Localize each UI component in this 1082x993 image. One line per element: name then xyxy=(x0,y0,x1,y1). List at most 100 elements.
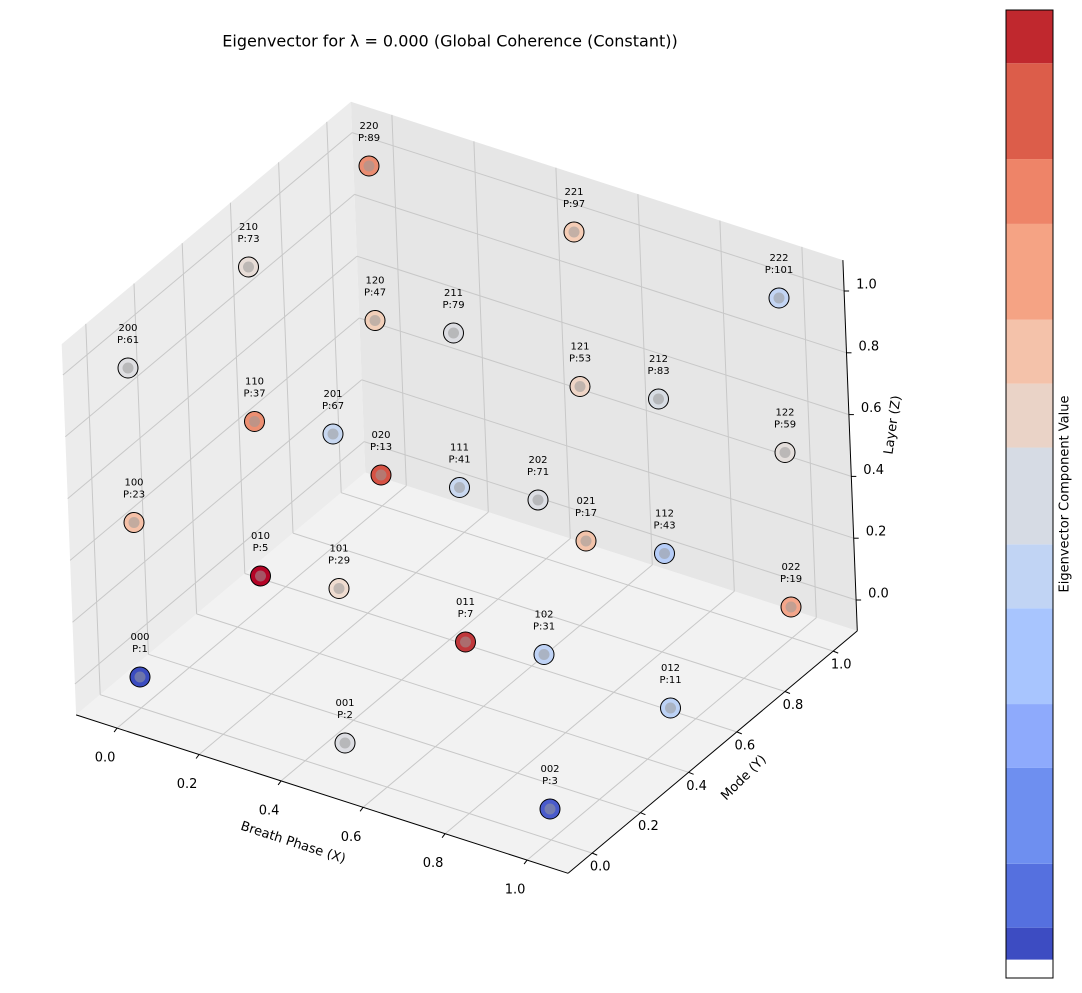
point-core xyxy=(544,803,556,815)
point-annotation: P:79 xyxy=(442,300,464,311)
point-label: 120 xyxy=(365,276,384,287)
point-label: 001 xyxy=(335,698,354,709)
point-core xyxy=(255,570,266,582)
point-annotation: P:43 xyxy=(653,521,675,532)
point-core xyxy=(538,649,550,660)
point-annotation: P:23 xyxy=(123,490,145,501)
grid xyxy=(62,114,857,861)
grid-line xyxy=(67,255,358,499)
point-annotation: P:47 xyxy=(364,288,386,299)
point-label: 020 xyxy=(371,430,390,441)
colorbar xyxy=(1005,9,1054,979)
point-label: 200 xyxy=(118,323,137,334)
colorbar-segment xyxy=(1006,10,1053,64)
x-tick-mark xyxy=(441,833,446,839)
y-tick-mark xyxy=(592,852,598,856)
colorbar-segment xyxy=(1006,319,1053,384)
point-annotation: P:7 xyxy=(458,609,474,620)
point-core xyxy=(369,315,381,326)
point-core xyxy=(339,737,351,749)
point-annotation: P:67 xyxy=(322,401,344,412)
point-core xyxy=(375,469,387,481)
x-tick-mark xyxy=(523,859,528,865)
grid-line xyxy=(133,283,149,655)
point-core xyxy=(128,517,140,528)
y-tick-mark xyxy=(833,650,839,654)
point-annotation: P:2 xyxy=(337,710,353,721)
grid-line xyxy=(719,220,735,592)
grid-line xyxy=(351,132,845,292)
colorbar-segment xyxy=(1006,544,1053,609)
y-tick-label: 0.4 xyxy=(686,779,707,794)
grid-line xyxy=(361,379,854,539)
point-label: 222 xyxy=(769,253,788,264)
point-core xyxy=(773,292,785,304)
point-core xyxy=(363,160,375,172)
grid-line xyxy=(280,538,571,782)
grid-line xyxy=(62,132,353,376)
point-annotation: P:13 xyxy=(370,442,392,453)
point-core xyxy=(665,702,676,714)
point-label: 220 xyxy=(359,121,378,132)
point-label: 100 xyxy=(124,478,143,489)
z-tick-label: 0.0 xyxy=(868,587,889,602)
points: 000P:1001P:2002P:3010P:5011P:7012P:11020… xyxy=(117,121,802,820)
point-core xyxy=(568,226,580,238)
point-label: 012 xyxy=(661,663,680,674)
point-label: 002 xyxy=(540,764,559,775)
point-core xyxy=(448,327,459,339)
point-core xyxy=(653,393,664,405)
grid-line xyxy=(444,590,735,835)
point-label: 112 xyxy=(655,509,674,520)
point-core xyxy=(454,482,465,493)
point-label: 011 xyxy=(456,597,475,608)
x-tick-mark xyxy=(359,806,364,812)
point-label: 221 xyxy=(564,187,583,198)
point-annotation: P:11 xyxy=(659,675,681,686)
point-annotation: P:73 xyxy=(237,234,259,245)
y-axis-label: Mode (Y) xyxy=(718,752,769,803)
z-tick-label: 0.8 xyxy=(859,339,880,354)
point-annotation: P:5 xyxy=(253,543,269,554)
grid-line xyxy=(100,694,593,854)
grid-line xyxy=(148,653,641,814)
axes: 0.0 0.2 0.4 0.6 0.8 1.0 0.0 0.2 0.4 0.6 0.8 1.0 0.0 0… xyxy=(75,260,889,898)
grid-line xyxy=(292,532,786,692)
point-annotation: P:83 xyxy=(647,366,669,377)
y-axis-line xyxy=(567,630,858,874)
colorbar-segment xyxy=(1006,608,1053,705)
grid-line xyxy=(356,255,850,416)
grid-line xyxy=(85,323,101,695)
grid-line xyxy=(362,564,653,808)
point-core xyxy=(785,601,797,613)
point-annotation: P:29 xyxy=(328,556,350,567)
z-tick-label: 0.6 xyxy=(861,401,882,416)
point-core xyxy=(134,671,146,683)
grid-line xyxy=(391,114,407,486)
colorbar-frame xyxy=(1005,9,1054,979)
point-core xyxy=(532,494,544,506)
grid-line xyxy=(555,167,571,539)
point-annotation: P:97 xyxy=(563,199,585,210)
point-label: 201 xyxy=(323,389,342,400)
x-tick-mark xyxy=(277,780,282,786)
colorbar-label: Eigenvector Component Value xyxy=(1058,396,1073,593)
x-tick-mark xyxy=(195,754,200,759)
colorbar-segment xyxy=(1006,767,1053,864)
z-tick-label: 0.2 xyxy=(866,525,887,540)
grid-line xyxy=(244,573,737,733)
